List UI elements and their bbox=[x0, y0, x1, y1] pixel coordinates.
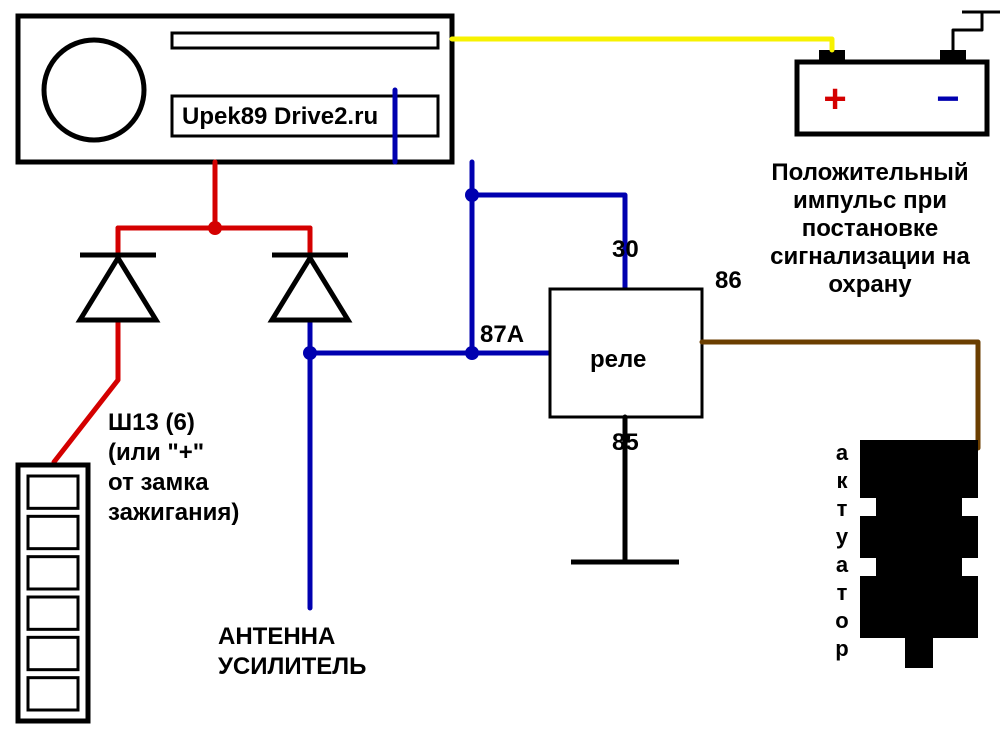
antenna-label-1: УСИЛИТЕЛЬ bbox=[218, 653, 366, 680]
actuator-label-3: у bbox=[836, 524, 849, 549]
actuator-label-6: о bbox=[835, 608, 848, 633]
signal-label-4: охрану bbox=[828, 271, 912, 298]
diode-0 bbox=[80, 258, 156, 320]
cd-slot bbox=[172, 33, 438, 48]
fuse-slot-1 bbox=[28, 516, 78, 548]
relay-label: реле bbox=[590, 346, 646, 373]
diode-1 bbox=[272, 258, 348, 320]
fuse-label-0: Ш13 (6) bbox=[108, 409, 195, 436]
relay-pin-30: 30 bbox=[612, 236, 639, 263]
display-text: Upek89 Drive2.ru bbox=[182, 103, 378, 130]
actuator-notch-r0 bbox=[962, 498, 980, 516]
fuse-label-3: зажигания) bbox=[108, 499, 239, 526]
actuator-label-2: т bbox=[837, 496, 848, 521]
fuse-slot-0 bbox=[28, 476, 78, 508]
actuator bbox=[860, 440, 978, 638]
fuse-slot-4 bbox=[28, 637, 78, 669]
node-blue-3 bbox=[465, 188, 479, 202]
actuator-label-1: к bbox=[836, 468, 848, 493]
antenna-label-0: АНТЕННА bbox=[218, 623, 335, 650]
speaker-circle bbox=[44, 40, 144, 140]
actuator-label-5: т bbox=[837, 580, 848, 605]
fuse-slot-3 bbox=[28, 597, 78, 629]
signal-label-2: постановке bbox=[802, 215, 939, 242]
battery-ground-wire bbox=[953, 12, 982, 50]
fuse-label-1: (или "+" bbox=[108, 439, 204, 466]
signal-label-3: сигнализации на bbox=[770, 243, 970, 270]
actuator-label-7: р bbox=[835, 636, 848, 661]
fuse-slot-5 bbox=[28, 678, 78, 710]
actuator-label-0: а bbox=[836, 440, 849, 465]
actuator-notch-r1 bbox=[962, 558, 980, 576]
wire-yellow bbox=[452, 39, 832, 50]
battery-minus: − bbox=[936, 77, 959, 121]
relay-pin-86: 86 bbox=[715, 267, 742, 294]
actuator-notch-l0 bbox=[858, 498, 876, 516]
wire-blue-30 bbox=[472, 195, 625, 289]
wire-brown bbox=[702, 342, 978, 448]
wire-blue-diode-join bbox=[310, 320, 472, 353]
battery-terminal-1 bbox=[940, 50, 966, 62]
signal-label-1: импульс при bbox=[793, 187, 947, 214]
node-blue-1 bbox=[465, 346, 479, 360]
actuator-label-4: а bbox=[836, 552, 849, 577]
signal-label-0: Положительный bbox=[771, 159, 968, 186]
relay-pin-87A: 87А bbox=[480, 321, 524, 348]
actuator-stub bbox=[905, 638, 933, 668]
actuator-notch-l1 bbox=[858, 558, 876, 576]
fuse-slot-2 bbox=[28, 557, 78, 589]
battery-plus: + bbox=[823, 77, 846, 121]
fuse-label-2: от замка bbox=[108, 469, 209, 496]
node-red bbox=[208, 221, 222, 235]
